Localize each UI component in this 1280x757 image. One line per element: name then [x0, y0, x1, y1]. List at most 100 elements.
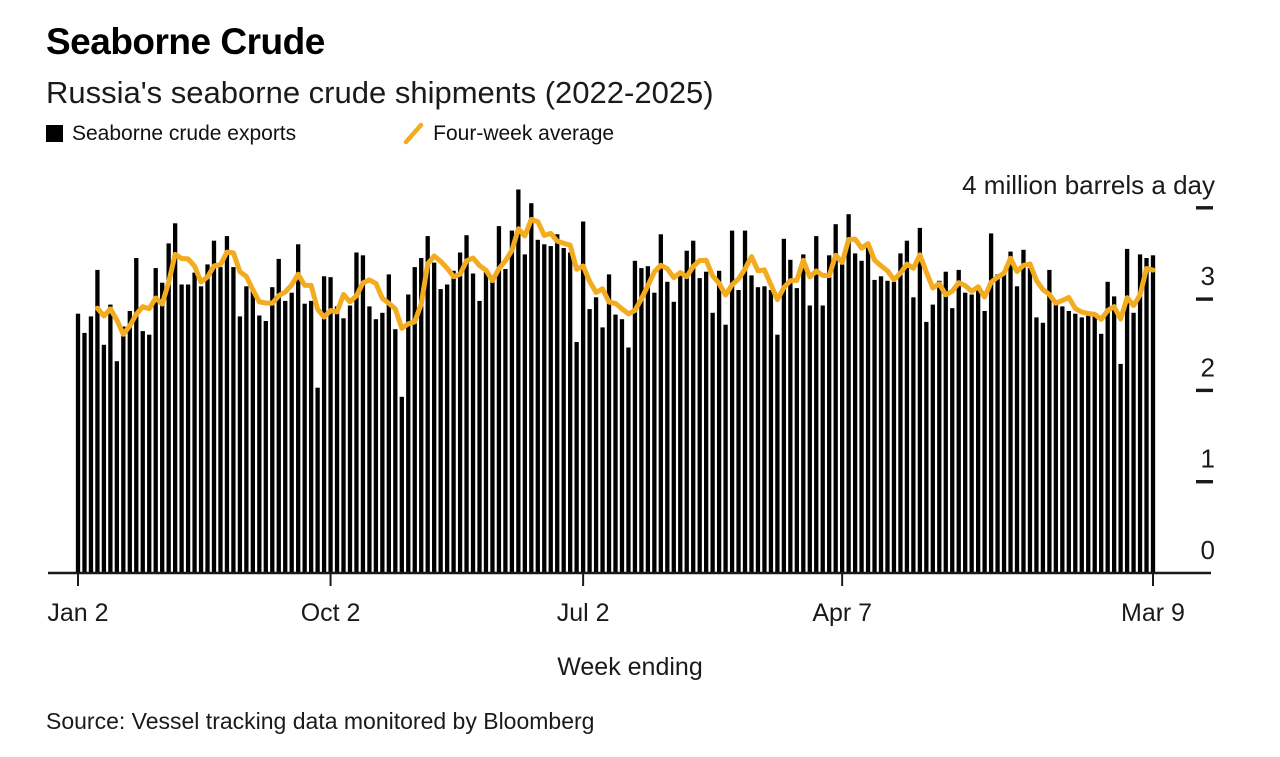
export-bar	[917, 227, 923, 573]
export-bar	[749, 275, 754, 573]
export-bar	[878, 276, 884, 573]
y-tick-dash	[1196, 206, 1213, 210]
export-bar	[768, 290, 774, 573]
export-bar	[710, 312, 715, 573]
export-bar	[859, 260, 864, 573]
export-bar	[574, 342, 579, 573]
export-bar	[645, 266, 651, 573]
export-bar	[160, 282, 165, 573]
export-bar	[678, 272, 683, 573]
export-bar	[477, 300, 482, 573]
export-bar	[1001, 273, 1007, 573]
export-bar	[425, 236, 430, 573]
export-bar	[354, 252, 359, 573]
export-bar	[794, 288, 799, 573]
line-swatch-slash-icon	[403, 122, 424, 145]
export-bar	[270, 287, 275, 573]
export-bar	[218, 267, 223, 573]
export-bar	[840, 264, 845, 573]
export-bar	[593, 297, 599, 573]
export-bar	[172, 223, 178, 574]
x-tick-label: Mar 9	[1121, 599, 1185, 627]
export-bar	[321, 276, 327, 573]
export-bar	[691, 240, 696, 573]
export-bar	[503, 269, 508, 573]
export-bar	[328, 277, 333, 573]
export-bar	[88, 316, 94, 573]
export-bar	[1111, 296, 1117, 573]
export-bar	[522, 254, 527, 573]
export-bar	[147, 334, 152, 573]
export-bar	[924, 321, 929, 573]
export-bar	[166, 243, 171, 573]
export-bar	[1137, 254, 1143, 573]
y-axis-unit-label: 4 million barrels a day	[962, 170, 1215, 200]
export-bar	[807, 305, 812, 573]
export-bar	[347, 305, 353, 573]
export-bar	[529, 203, 534, 573]
export-bar	[496, 226, 502, 573]
export-bar	[762, 286, 767, 573]
export-bar	[1131, 312, 1136, 573]
export-bar	[963, 292, 968, 573]
x-axis-title: Week ending	[557, 653, 702, 681]
export-bar	[483, 271, 489, 573]
export-bar	[516, 189, 521, 573]
export-bar	[1144, 258, 1149, 573]
export-bar	[898, 253, 903, 573]
export-bar	[542, 244, 547, 574]
y-tick-dash	[1196, 297, 1213, 301]
x-tick-label: Jul 2	[557, 599, 610, 627]
export-bar	[652, 292, 657, 573]
export-bar	[412, 267, 417, 573]
export-bar	[729, 230, 735, 573]
export-bar	[801, 254, 806, 573]
export-bar	[179, 284, 184, 573]
export-bar	[1034, 317, 1039, 573]
export-bar	[1092, 314, 1097, 573]
export-bar	[852, 253, 858, 573]
y-tick-label: 0	[1201, 535, 1215, 565]
export-bar	[988, 233, 994, 573]
export-bar	[820, 305, 825, 573]
export-bar	[1014, 286, 1020, 573]
source-note: Source: Vessel tracking data monitored b…	[46, 708, 595, 734]
export-bar	[619, 319, 625, 573]
export-bar	[580, 221, 586, 573]
export-bar	[1118, 363, 1123, 573]
export-bar	[283, 300, 288, 573]
export-bar	[950, 308, 955, 573]
export-bar	[775, 334, 780, 573]
export-bar	[658, 234, 663, 574]
export-bar	[781, 238, 787, 574]
export-bar	[568, 252, 573, 573]
export-bar	[134, 258, 139, 573]
export-bar	[1047, 269, 1052, 573]
x-tick-label: Apr 7	[812, 599, 872, 627]
export-bar	[1040, 322, 1046, 573]
export-bar	[632, 260, 638, 573]
export-bar	[755, 287, 761, 573]
chart-subtitle: Russia's seaborne crude shipments (2022-…	[46, 75, 714, 110]
export-bar	[114, 361, 120, 573]
export-bar	[205, 264, 210, 573]
export-bar	[911, 297, 916, 573]
y-tick-label: 2	[1201, 352, 1215, 382]
export-bar	[108, 304, 113, 573]
export-bar	[891, 281, 897, 573]
export-bar	[937, 280, 942, 573]
export-bar	[904, 240, 910, 573]
export-bar	[263, 321, 268, 573]
export-bar	[224, 236, 230, 573]
export-bar	[1079, 317, 1084, 573]
legend-item-exports: Seaborne crude exports	[46, 122, 296, 146]
export-bar	[341, 318, 346, 573]
export-bar	[244, 286, 249, 573]
export-bar	[1066, 311, 1071, 573]
export-bar	[846, 214, 851, 573]
export-bar	[101, 344, 107, 574]
x-tick-label: Jan 2	[47, 599, 108, 627]
export-bar	[75, 313, 81, 573]
export-bar	[509, 230, 515, 573]
export-bar	[930, 304, 935, 573]
